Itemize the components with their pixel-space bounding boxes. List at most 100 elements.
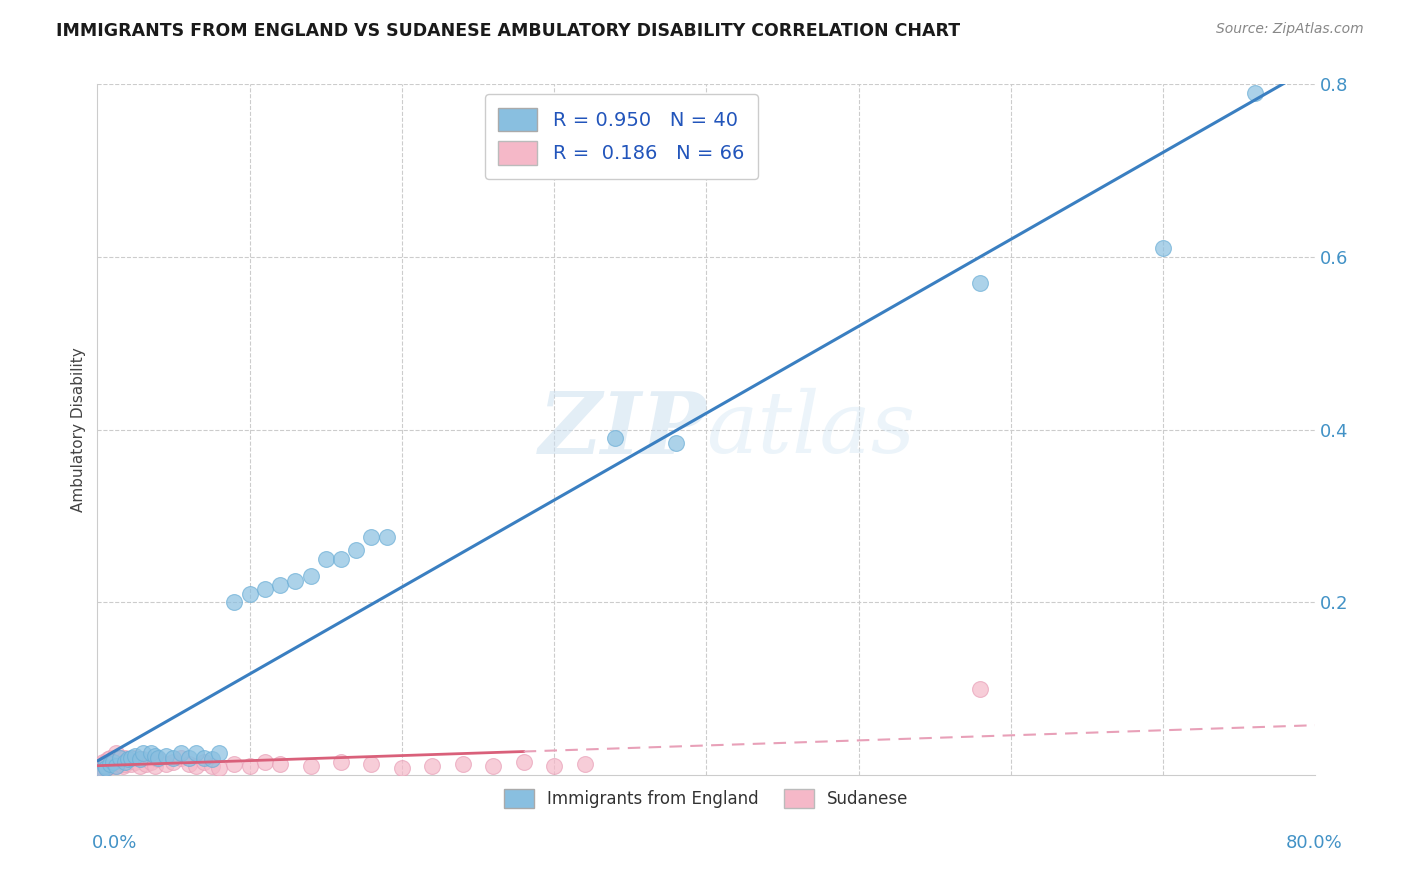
Point [1152,241,1174,255]
Point [574,757,596,772]
Point [97,752,120,766]
Point [101,755,124,769]
Point [315,552,337,566]
Point [344,543,367,558]
Point [969,681,991,696]
Point [120,750,142,764]
Point [117,752,139,766]
Text: 80.0%: 80.0% [1286,834,1343,852]
Point [98,750,121,764]
Point [155,757,177,772]
Text: Source: ZipAtlas.com: Source: ZipAtlas.com [1216,22,1364,37]
Point [132,752,155,766]
Point [330,552,353,566]
Point [170,750,193,764]
Point [143,748,166,763]
Point [89,759,111,773]
Point [129,759,152,773]
Point [105,759,128,773]
Point [193,750,215,764]
Point [253,755,276,769]
Point [124,748,146,763]
Point [193,755,215,769]
Point [104,757,127,772]
Point [98,757,121,772]
Y-axis label: Ambulatory Disability: Ambulatory Disability [72,347,86,512]
Point [89,761,111,775]
Point [330,755,353,769]
Point [114,755,136,769]
Point [186,746,208,760]
Text: ZIP: ZIP [538,388,706,471]
Point [512,755,534,769]
Point [391,761,413,775]
Point [112,759,135,773]
Point [87,764,110,778]
Point [239,759,262,773]
Point [90,757,112,772]
Point [162,750,184,764]
Point [208,761,231,775]
Point [96,761,118,775]
Point [101,752,124,766]
Text: 0.0%: 0.0% [91,834,136,852]
Point [1243,86,1265,100]
Point [186,759,208,773]
Point [96,755,118,769]
Point [224,757,246,772]
Point [103,755,125,769]
Point [420,759,443,773]
Point [269,757,291,772]
Text: atlas: atlas [706,388,915,471]
Point [104,746,127,760]
Point [94,757,117,772]
Point [360,531,382,545]
Point [177,750,200,764]
Point [665,435,688,450]
Point [132,746,155,760]
Point [139,746,162,760]
Point [101,759,124,773]
Point [129,752,152,766]
Point [93,755,115,769]
Point [108,750,131,764]
Point [93,761,115,775]
Point [208,746,231,760]
Point [94,759,117,773]
Point [98,759,121,773]
Point [148,750,170,764]
Point [124,755,146,769]
Point [124,750,146,764]
Point [143,759,166,773]
Point [299,569,322,583]
Point [114,750,136,764]
Point [269,578,291,592]
Point [94,759,117,773]
Point [200,752,222,766]
Point [117,752,139,766]
Point [299,759,322,773]
Point [111,755,134,769]
Point [107,752,129,766]
Legend: Immigrants from England, Sudanese: Immigrants from England, Sudanese [498,782,915,814]
Point [100,755,122,769]
Point [148,752,170,766]
Point [360,757,382,772]
Point [224,595,246,609]
Text: IMMIGRANTS FROM ENGLAND VS SUDANESE AMBULATORY DISABILITY CORRELATION CHART: IMMIGRANTS FROM ENGLAND VS SUDANESE AMBU… [56,22,960,40]
Point [170,746,193,760]
Point [90,763,112,777]
Point [139,755,162,769]
Point [100,757,122,772]
Point [284,574,307,588]
Point [114,757,136,772]
Point [120,757,142,772]
Point [103,750,125,764]
Point [105,755,128,769]
Point [177,757,200,772]
Point [104,759,127,773]
Point [375,531,398,545]
Point [162,755,184,769]
Point [451,757,474,772]
Point [155,748,177,763]
